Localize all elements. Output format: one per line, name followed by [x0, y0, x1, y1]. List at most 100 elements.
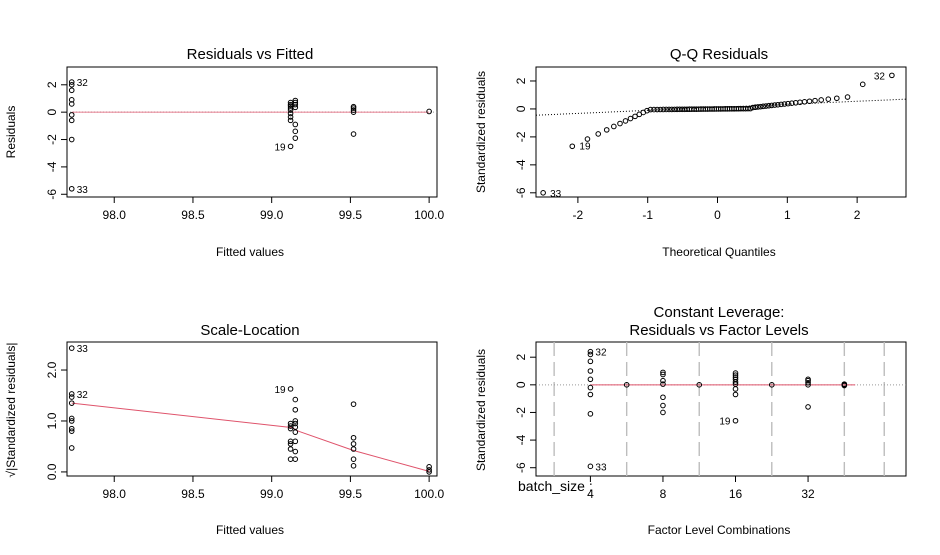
data-point: [660, 409, 666, 416]
title-residuals-vs-fitted: Residuals vs Fitted: [187, 46, 314, 63]
y-tick-label: 0.0: [45, 463, 59, 480]
data-point: [859, 81, 866, 88]
data-point: [841, 382, 848, 389]
data-point: [760, 103, 767, 110]
data-point: [732, 417, 739, 424]
data-point: [801, 98, 808, 105]
point-label: 32: [77, 390, 89, 401]
x-ticks: 98.0 98.5 99.0 99.5 100.0: [103, 476, 444, 501]
y-ticks: -6 -4 -2 0 2: [514, 77, 536, 198]
data-point: [844, 94, 851, 100]
panel-qq-residuals: Q-Q Residuals Theoretical Quantiles Stan…: [474, 46, 907, 259]
y-ticks: -6 -4 -2 0 2: [45, 81, 67, 200]
x-tick-label: 8: [660, 487, 667, 501]
data-point: [660, 402, 666, 409]
data-point: [611, 123, 617, 130]
data-point: [350, 131, 357, 137]
data-point: [68, 415, 75, 422]
data-points: [587, 348, 848, 470]
data-point: [651, 106, 657, 113]
data-point: [660, 394, 666, 401]
y-tick-label: -2: [514, 131, 528, 142]
data-point: [292, 429, 299, 435]
data-point: [68, 185, 75, 192]
data-points: [540, 72, 895, 196]
y-tick-label: 0: [45, 109, 59, 116]
data-point: [584, 136, 591, 142]
y-tick-label: 2: [514, 354, 528, 361]
point-label: 19: [274, 142, 286, 153]
data-point: [785, 100, 791, 107]
data-point: [68, 428, 75, 434]
data-point: [668, 106, 675, 113]
title-qq-residuals: Q-Q Residuals: [670, 46, 768, 63]
x-tick-label: 99.0: [260, 208, 284, 222]
data-point: [350, 463, 357, 469]
data-point: [587, 384, 594, 391]
subtitle-residuals-vs-factor-levels: Residuals vs Factor Levels: [629, 322, 808, 339]
data-point: [292, 418, 299, 424]
y-axis-label: Standardized residuals: [474, 71, 488, 193]
data-point: [350, 446, 357, 452]
data-point: [292, 135, 299, 141]
point-label: 19: [579, 141, 591, 152]
x-tick-label: 98.5: [181, 208, 205, 222]
data-point: [68, 425, 75, 432]
point-labels: 33 32 19: [77, 344, 286, 401]
y-tick-label: -6: [514, 462, 528, 473]
panel-scale-location: Scale-Location Fitted values √|Standardi…: [4, 322, 444, 537]
data-point: [287, 386, 294, 392]
data-point: [287, 107, 294, 113]
data-point: [350, 107, 357, 113]
x-axis-label: Factor Level Combinations: [648, 523, 791, 537]
data-point: [350, 434, 357, 441]
data-point: [587, 358, 594, 365]
x-tick-label: 99.5: [339, 487, 363, 501]
data-point: [287, 143, 294, 150]
x-tick-label: 100.0: [414, 487, 444, 501]
data-point: [757, 103, 764, 110]
data-point: [763, 103, 769, 109]
data-point: [732, 379, 739, 385]
y-tick-label: -6: [514, 187, 528, 198]
data-point: [426, 469, 432, 475]
panel-residuals-vs-fitted: Residuals vs Fitted Fitted values Residu…: [4, 46, 444, 259]
point-label: 33: [77, 185, 89, 196]
data-point: [292, 438, 299, 445]
data-point: [660, 371, 666, 378]
data-point: [768, 382, 775, 388]
data-point: [68, 391, 75, 397]
point-label: 32: [595, 348, 607, 359]
data-point: [587, 348, 594, 355]
title-constant-leverage: Constant Leverage:: [654, 304, 785, 321]
data-point: [68, 136, 75, 143]
x-axis-label: Fitted values: [216, 245, 284, 259]
point-label: 32: [77, 78, 89, 89]
y-tick-label: -4: [514, 159, 528, 170]
y-tick-label: 2: [45, 81, 59, 88]
data-point: [660, 381, 666, 387]
data-point: [623, 382, 630, 388]
level-separators: [553, 342, 885, 476]
y-tick-label: -4: [514, 434, 528, 445]
data-point: [657, 106, 664, 113]
data-point: [287, 117, 294, 124]
data-point: [587, 351, 594, 358]
y-tick-label: 2: [514, 77, 528, 84]
y-tick-label: -6: [45, 189, 59, 200]
data-point: [666, 106, 672, 113]
data-point: [750, 104, 756, 111]
data-point: [292, 104, 299, 111]
x-tick-label: 2: [854, 208, 861, 222]
data-point: [587, 376, 594, 383]
data-point: [350, 456, 357, 462]
data-point: [696, 382, 703, 388]
data-point: [768, 102, 775, 109]
data-point: [350, 401, 357, 407]
data-point: [587, 368, 594, 374]
data-point: [766, 102, 772, 109]
x-tick-label: 98.0: [103, 487, 127, 501]
data-point: [68, 418, 75, 424]
point-label: 33: [550, 189, 562, 200]
